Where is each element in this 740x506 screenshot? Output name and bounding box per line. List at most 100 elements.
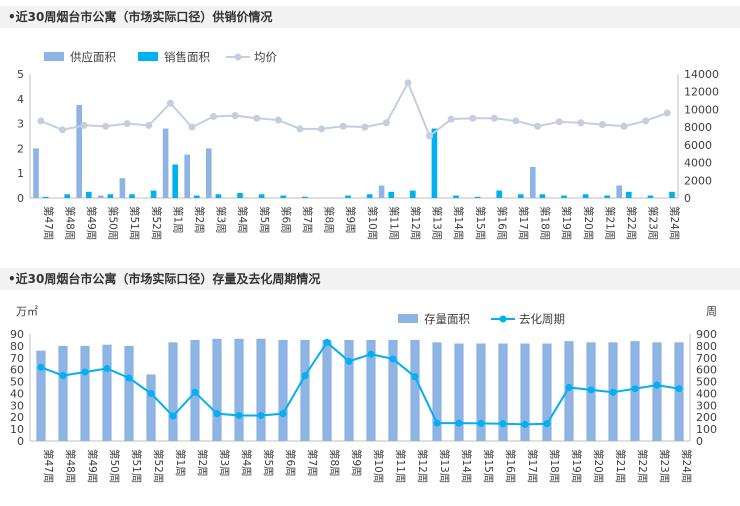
chart2-line-point [565, 384, 573, 391]
chart1-bar-2 [172, 164, 179, 198]
chart2-bar-1 [432, 342, 442, 441]
chart-1-title: •近30周烟台市公寓（市场实际口径）供销价情况 [0, 6, 740, 28]
chart2-line-point [191, 388, 199, 396]
chart2-category-label: 第1周 [174, 449, 187, 477]
chart2-line-point [345, 357, 353, 365]
chart1-line-point [534, 122, 542, 130]
chart1-right-tick-label: 0 [684, 192, 691, 205]
chart1-right-tick-label: 12000 [684, 86, 719, 99]
chart2-bar-1 [80, 345, 90, 441]
chart2-left-tick-label: 0 [17, 435, 24, 448]
chart2-line-point [169, 412, 177, 420]
chart1-bar-2 [42, 196, 49, 198]
chart2-line-point [653, 381, 661, 389]
chart1-bar-2 [582, 194, 589, 198]
chart2-category-label: 第2周 [196, 449, 209, 477]
chart2-bar-1 [36, 350, 46, 441]
chart2-right-tick-label: 0 [696, 435, 703, 448]
chart2-category-label: 第3周 [218, 449, 231, 477]
chart1-category-label: 第7周 [301, 206, 314, 234]
chart1-right-tick-label: 10000 [684, 103, 719, 116]
chart2-line-point [389, 355, 397, 363]
chart1-legend-label: 销售面积 [164, 50, 210, 64]
chart2-right-tick-label: 300 [696, 399, 717, 412]
chart1-line-point [404, 79, 412, 87]
chart2-line-point [81, 368, 89, 376]
chart2-category-label: 第21周 [614, 449, 627, 483]
chart2-line-point [301, 372, 309, 380]
chart2-right-tick-label: 800 [696, 340, 717, 353]
chart1-category-label: 第21周 [603, 206, 616, 240]
chart1-category-label: 第17周 [517, 206, 530, 240]
chart2-bar-1 [388, 339, 398, 441]
chart2-line-point [235, 411, 243, 419]
chart1-left-tick-label: 0 [17, 192, 24, 205]
chart2-line-point [37, 363, 45, 371]
chart2-line-point [367, 350, 375, 358]
chart2-category-label: 第18周 [548, 449, 561, 483]
chart1-line-point [296, 125, 304, 133]
chart2-line-point [279, 410, 287, 418]
chart1-left-tick-label: 4 [17, 93, 24, 106]
chart2-line-point [103, 364, 111, 372]
chart1-category-label: 第18周 [539, 206, 552, 240]
chart1-category-label: 第2周 [193, 206, 206, 234]
chart2-line-point [543, 420, 551, 428]
chart1-bar-2 [366, 194, 373, 198]
chart1-bar-2 [496, 190, 503, 198]
chart1-category-label: 第51周 [128, 206, 141, 240]
chart2-bar-1 [366, 339, 376, 441]
chart2-category-label: 第19周 [570, 449, 583, 483]
chart1-line-point [426, 132, 434, 140]
chart1-line-point [555, 118, 563, 126]
chart1-category-label: 第6周 [279, 206, 292, 234]
chart1-line-point [210, 113, 218, 121]
chart1-bar-2 [215, 194, 222, 198]
chart2-bar-1 [322, 339, 332, 441]
chart1-category-label: 第4周 [236, 206, 249, 234]
chart2-category-label: 第47周 [42, 449, 55, 483]
chart2-category-label: 第22周 [636, 449, 649, 483]
chart1-line-point [339, 122, 347, 130]
chart2-bar-1 [58, 345, 68, 441]
chart1-category-label: 第23周 [647, 206, 660, 240]
chart1-left-tick-label: 5 [17, 68, 24, 81]
chart2-bar-1 [476, 343, 486, 441]
chart1-category-label: 第10周 [366, 206, 379, 240]
chart1-bar-2 [669, 191, 675, 198]
chart1-line-point [274, 116, 282, 124]
chart1-bar-2 [561, 195, 567, 198]
chart2-right-tick-label: 500 [696, 376, 717, 389]
chart2-line-point [147, 389, 155, 397]
chart2-bar-1 [454, 343, 464, 441]
chart-2-title: •近30周烟台市公寓（市场实际口径）存量及去化周期情况 [0, 268, 740, 290]
chart1-bar-1 [616, 185, 622, 198]
chart1-category-label: 第22周 [625, 206, 638, 240]
chart2-category-label: 第6周 [284, 449, 297, 477]
chart1-category-label: 第16周 [495, 206, 508, 240]
chart1-bar-2 [107, 194, 114, 198]
chart2-bar-1 [410, 339, 420, 441]
chart1-bar-1 [378, 185, 385, 198]
chart2-category-label: 第52周 [152, 449, 165, 483]
chart1-line-point [577, 119, 585, 127]
chart1-line-point [512, 117, 520, 125]
chart2-legend-label: 存量面积 [424, 312, 470, 326]
chart1-bar-1 [205, 148, 212, 198]
chart2-bar-1 [212, 338, 222, 441]
chart1-left-tick-label: 2 [17, 142, 24, 155]
chart1-line-point [166, 99, 174, 107]
chart1-right-tick-label: 14000 [684, 68, 719, 81]
chart1-bar-1 [76, 105, 82, 198]
chart1-bar-2 [604, 195, 611, 198]
chart1-bar-2 [86, 191, 92, 198]
chart1-bar-1 [97, 195, 104, 198]
chart1-bar-2 [474, 196, 481, 198]
chart1-legend-swatch [44, 52, 64, 61]
chart2-right-tick-label: 100 [696, 423, 717, 436]
chart1-right-tick-label: 6000 [684, 139, 712, 152]
chart2-category-label: 第7周 [306, 449, 319, 477]
chart1-category-label: 第49周 [85, 206, 98, 240]
chart2-category-label: 第23周 [658, 449, 671, 483]
chart2-right-axis-label: 周 [706, 305, 717, 318]
